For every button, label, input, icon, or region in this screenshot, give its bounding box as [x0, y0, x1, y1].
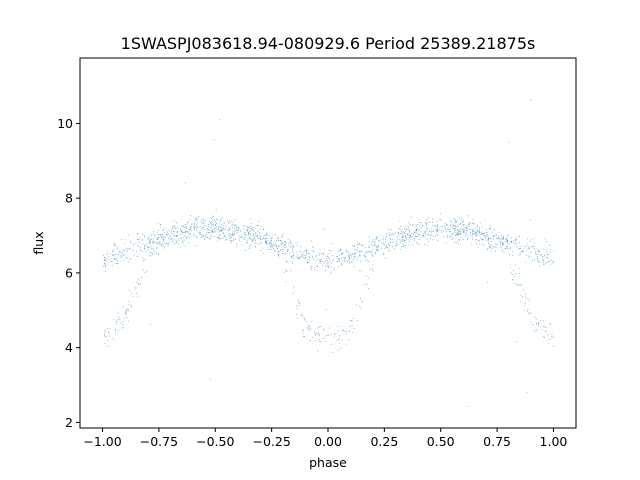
x-tick-label: −1.00 — [83, 434, 121, 449]
y-tick-label: 8 — [65, 191, 73, 206]
y-axis-label: flux — [31, 231, 46, 254]
y-axis: 2 4 6 8 10 — [57, 116, 80, 430]
x-axis: −1.00 −0.75 −0.50 −0.25 0.00 0.25 0.50 0.75 1.00 — [83, 428, 567, 449]
x-tick-label: 0.25 — [370, 434, 398, 449]
x-axis-label: phase — [309, 455, 347, 470]
chart-title: 1SWASPJ083618.94-080929.6 Period 25389.2… — [121, 34, 536, 53]
x-tick-label: 0.00 — [314, 434, 342, 449]
scatter-points — [103, 99, 555, 407]
y-tick-label: 4 — [65, 340, 73, 355]
y-tick-label: 2 — [65, 415, 73, 430]
x-tick-label: −0.50 — [196, 434, 234, 449]
y-tick-label: 10 — [57, 116, 73, 131]
x-tick-label: 0.75 — [483, 434, 511, 449]
scatter-point-cloud — [103, 99, 555, 407]
y-tick-label: 6 — [65, 265, 73, 280]
x-tick-label: −0.25 — [252, 434, 290, 449]
x-tick-label: −0.75 — [140, 434, 178, 449]
x-tick-label: 1.00 — [540, 434, 568, 449]
x-tick-label: 0.50 — [427, 434, 455, 449]
